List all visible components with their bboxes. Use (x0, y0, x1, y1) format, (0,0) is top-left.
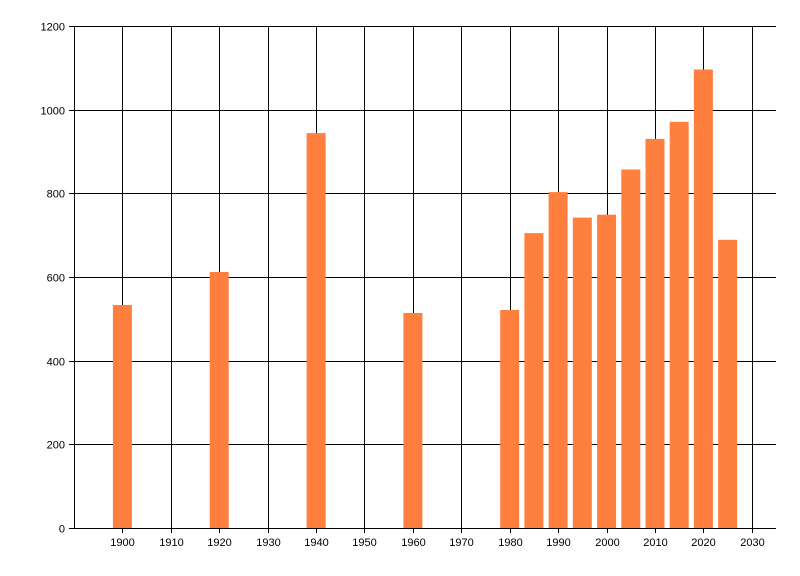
y-tick-label: 600 (47, 273, 65, 285)
bar (548, 192, 568, 528)
x-tick-label: 2010 (643, 537, 667, 549)
x-tick-label: 1970 (449, 537, 473, 549)
bar (112, 305, 132, 528)
x-tick-label: 1900 (110, 537, 134, 549)
y-tick-label: 200 (47, 440, 65, 452)
x-tick-label: 2000 (595, 537, 619, 549)
x-tick-label: 1950 (352, 537, 376, 549)
bar (645, 138, 665, 528)
bar (669, 121, 689, 529)
y-tick-label: 800 (47, 189, 65, 201)
y-tick-label: 400 (47, 357, 65, 369)
bar (524, 233, 544, 528)
x-tick-label: 2030 (740, 537, 764, 549)
bar (306, 133, 326, 528)
x-tick-label: 1910 (159, 537, 183, 549)
bar (621, 169, 641, 528)
y-tick-label: 0 (59, 524, 65, 536)
x-tick-label: 1990 (546, 537, 570, 549)
bar (572, 217, 592, 528)
bar (403, 313, 423, 528)
bars (112, 69, 738, 529)
x-tick-label: 1930 (256, 537, 280, 549)
bar (209, 272, 229, 528)
bar (500, 310, 520, 528)
bar (693, 69, 713, 528)
tick-labels: 0 200 400 600 800 1000 1200 1900 1910 1920 1930 194… (41, 22, 765, 550)
x-tick-label: 2020 (691, 537, 715, 549)
x-tick-label: 1960 (401, 537, 425, 549)
x-tick-label: 1920 (207, 537, 231, 549)
x-tick-label: 1980 (498, 537, 522, 549)
bar (718, 239, 738, 529)
axes (69, 26, 776, 533)
y-tick-label: 1200 (41, 22, 65, 34)
bar (597, 214, 617, 528)
x-tick-label: 1940 (304, 537, 328, 549)
y-tick-label: 1000 (41, 106, 65, 118)
